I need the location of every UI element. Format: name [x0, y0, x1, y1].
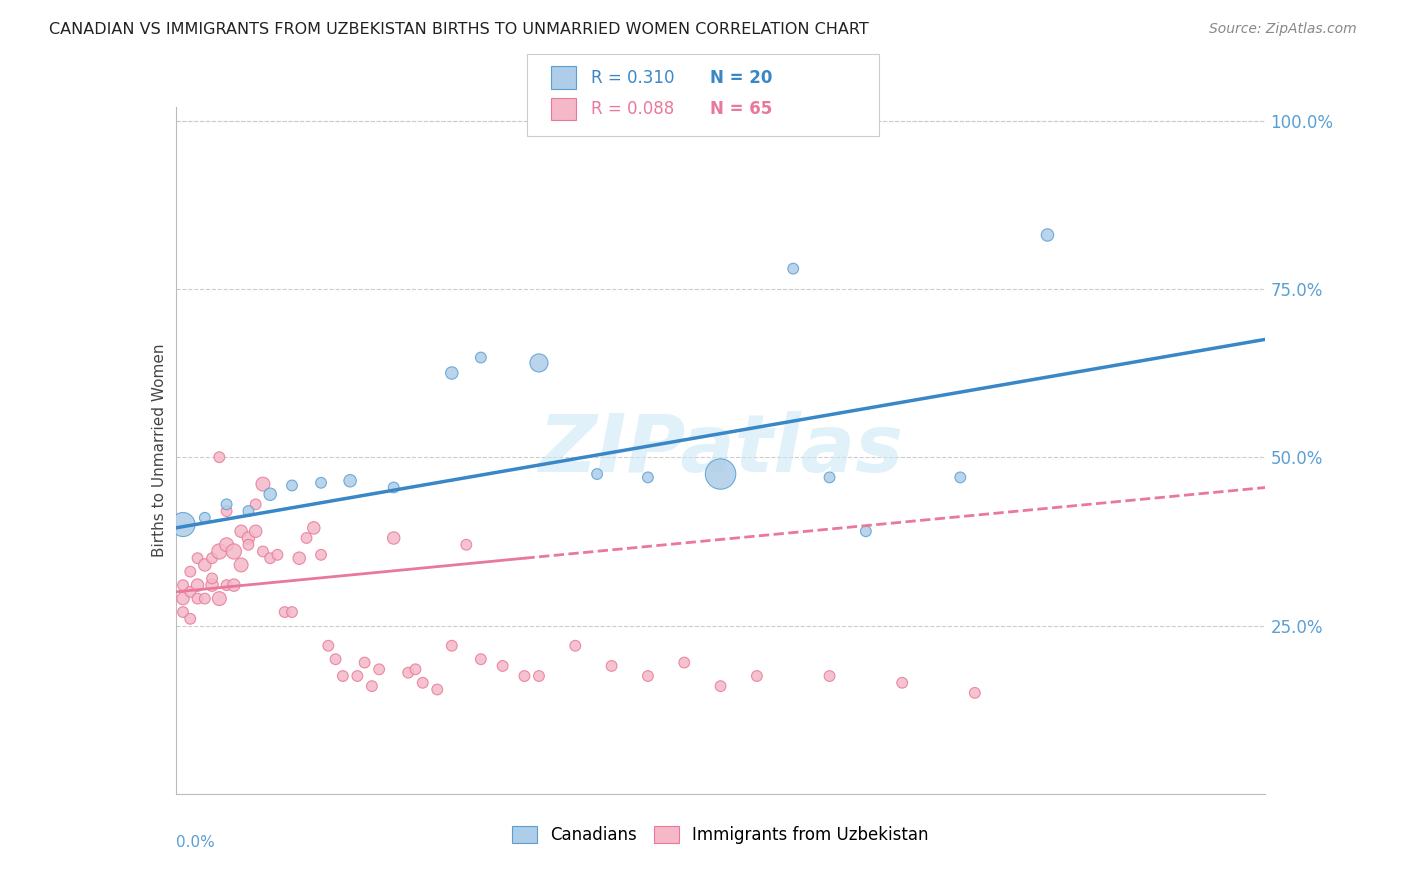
Point [673, 656, 696, 670]
Point [215, 497, 238, 511]
Point [527, 356, 550, 370]
Point [222, 578, 245, 592]
Point [208, 591, 231, 606]
Legend: Canadians, Immigrants from Uzbekistan: Canadians, Immigrants from Uzbekistan [506, 819, 935, 851]
Point [281, 605, 304, 619]
Point [949, 470, 972, 484]
Point [309, 475, 332, 490]
Point [215, 578, 238, 592]
Point [426, 682, 449, 697]
Text: R = 0.088: R = 0.088 [591, 100, 673, 118]
Point [963, 686, 986, 700]
Point [201, 571, 224, 585]
Point [201, 551, 224, 566]
Point [259, 551, 281, 566]
Text: 0.0%: 0.0% [176, 835, 215, 850]
Point [172, 591, 194, 606]
Point [382, 531, 405, 545]
Point [215, 504, 238, 518]
Point [527, 669, 550, 683]
Point [782, 261, 804, 276]
Point [179, 585, 201, 599]
Point [346, 669, 368, 683]
Text: ZIPatlas: ZIPatlas [538, 411, 903, 490]
Point [332, 669, 354, 683]
Text: CANADIAN VS IMMIGRANTS FROM UZBEKISTAN BIRTHS TO UNMARRIED WOMEN CORRELATION CHA: CANADIAN VS IMMIGRANTS FROM UZBEKISTAN B… [49, 22, 869, 37]
Point [492, 659, 515, 673]
Point [179, 565, 201, 579]
Text: Source: ZipAtlas.com: Source: ZipAtlas.com [1209, 22, 1357, 37]
Text: N = 20: N = 20 [710, 69, 772, 87]
Point [1036, 227, 1059, 242]
Point [564, 639, 586, 653]
Point [339, 474, 361, 488]
Point [231, 558, 253, 572]
Point [259, 487, 281, 501]
Point [325, 652, 347, 666]
Point [818, 470, 841, 484]
Point [309, 548, 332, 562]
Point [295, 531, 318, 545]
Point [252, 544, 274, 558]
Point [470, 652, 492, 666]
Point [281, 478, 304, 492]
Point [302, 521, 325, 535]
Point [412, 675, 434, 690]
Point [245, 497, 267, 511]
Point [710, 467, 733, 481]
Point [600, 659, 623, 673]
Point [222, 544, 245, 558]
Point [353, 656, 375, 670]
Point [186, 578, 209, 592]
Point [440, 366, 463, 380]
Point [891, 675, 914, 690]
Y-axis label: Births to Unmarried Women: Births to Unmarried Women [152, 343, 167, 558]
Point [186, 591, 209, 606]
Point [456, 538, 478, 552]
Point [513, 669, 536, 683]
Point [818, 669, 841, 683]
Point [201, 578, 224, 592]
Point [855, 524, 877, 539]
Point [396, 665, 419, 680]
Text: N = 65: N = 65 [710, 100, 772, 118]
Point [360, 679, 382, 693]
Point [194, 558, 217, 572]
Point [252, 477, 274, 491]
Point [288, 551, 311, 566]
Point [586, 467, 609, 481]
Point [266, 548, 288, 562]
Point [710, 679, 733, 693]
Point [208, 544, 231, 558]
Point [245, 524, 267, 539]
Point [637, 470, 659, 484]
Point [172, 517, 194, 532]
Point [215, 538, 238, 552]
Point [238, 504, 260, 518]
Point [274, 605, 297, 619]
Point [405, 662, 427, 676]
Point [745, 669, 768, 683]
Text: R = 0.310: R = 0.310 [591, 69, 673, 87]
Point [637, 669, 659, 683]
Point [172, 605, 194, 619]
Point [231, 524, 253, 539]
Point [440, 639, 463, 653]
Point [194, 510, 217, 524]
Point [238, 531, 260, 545]
Point [186, 551, 209, 566]
Point [368, 662, 391, 676]
Point [470, 351, 492, 365]
Point [382, 481, 405, 495]
Point [318, 639, 340, 653]
Point [238, 538, 260, 552]
Point [172, 578, 194, 592]
Point [194, 591, 217, 606]
Point [179, 612, 201, 626]
Point [208, 450, 231, 465]
